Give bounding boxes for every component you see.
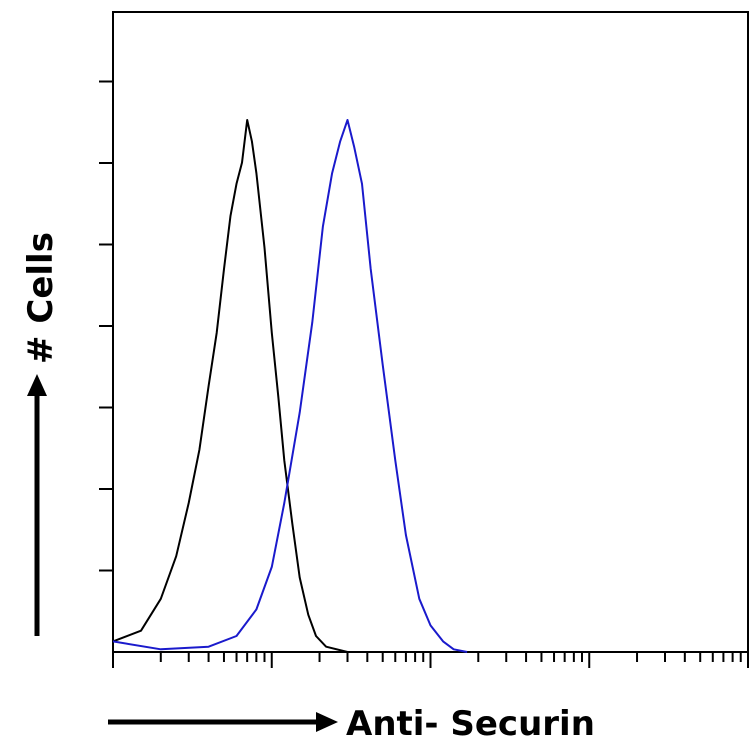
x-axis-ticks	[112, 652, 749, 668]
antibody-histogram-line	[112, 119, 468, 653]
y-axis-ticks	[99, 80, 113, 572]
control-histogram-line	[112, 119, 348, 653]
x-axis-label: Anti- Securin	[346, 704, 595, 742]
series-layer	[112, 119, 468, 653]
y-axis-arrow	[27, 374, 47, 636]
plot-frame	[112, 11, 749, 653]
x-axis-arrow	[108, 712, 338, 732]
y-axis-label: # Cells	[21, 232, 61, 364]
